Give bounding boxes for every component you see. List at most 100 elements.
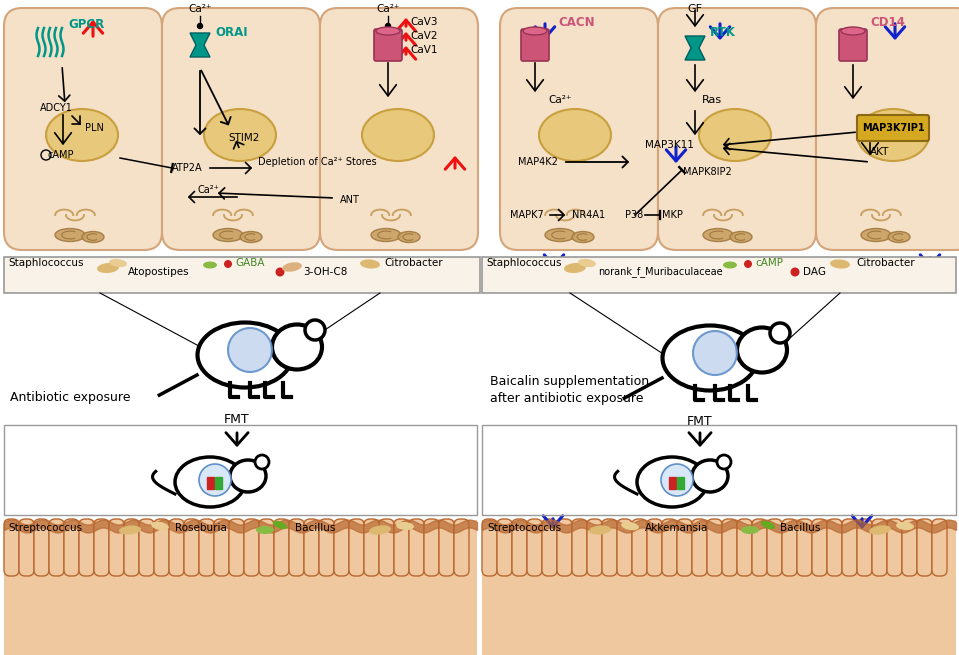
Ellipse shape [723,261,737,269]
FancyBboxPatch shape [79,519,94,576]
FancyBboxPatch shape [887,519,902,576]
FancyBboxPatch shape [902,519,917,576]
Ellipse shape [362,109,434,161]
Text: Bacillus: Bacillus [295,523,336,533]
FancyBboxPatch shape [229,519,244,576]
Ellipse shape [175,457,245,507]
FancyBboxPatch shape [557,519,572,576]
Text: Citrobacter: Citrobacter [856,258,915,268]
FancyBboxPatch shape [154,519,169,576]
FancyBboxPatch shape [816,8,959,250]
Ellipse shape [701,347,713,353]
FancyBboxPatch shape [677,519,692,576]
Text: PLN: PLN [85,123,104,133]
FancyBboxPatch shape [334,519,349,576]
Text: ATP2A: ATP2A [172,163,202,173]
Ellipse shape [770,323,790,343]
Ellipse shape [203,261,217,269]
Circle shape [386,24,390,29]
Ellipse shape [841,27,865,35]
Circle shape [693,331,737,375]
Ellipse shape [255,455,269,469]
Text: Ca²⁺: Ca²⁺ [197,185,219,195]
FancyBboxPatch shape [319,519,334,576]
Text: Atopostipes: Atopostipes [128,267,190,277]
FancyBboxPatch shape [214,519,229,576]
FancyBboxPatch shape [572,519,587,576]
FancyBboxPatch shape [94,519,109,576]
Ellipse shape [760,521,775,529]
FancyBboxPatch shape [839,29,867,61]
FancyBboxPatch shape [842,519,857,576]
Ellipse shape [305,320,325,340]
FancyBboxPatch shape [932,519,947,576]
Text: RTK: RTK [710,26,736,39]
Bar [207,477,214,489]
Polygon shape [190,33,210,57]
Ellipse shape [369,525,391,534]
FancyBboxPatch shape [857,115,929,141]
Text: cAMP: cAMP [48,150,75,160]
FancyBboxPatch shape [34,519,49,576]
Text: DAG: DAG [803,267,826,277]
Ellipse shape [230,460,266,492]
Circle shape [790,267,800,276]
Bar [669,477,676,489]
FancyBboxPatch shape [409,519,424,576]
FancyBboxPatch shape [124,519,139,576]
Ellipse shape [741,526,759,534]
Text: Baicalin supplementation
after antibiotic exposure: Baicalin supplementation after antibioti… [490,375,649,405]
FancyBboxPatch shape [199,519,214,576]
FancyBboxPatch shape [289,519,304,576]
FancyBboxPatch shape [872,519,887,576]
Text: Citrobacter: Citrobacter [384,258,443,268]
Text: Bacillus: Bacillus [780,523,820,533]
FancyBboxPatch shape [632,519,647,576]
Ellipse shape [539,109,611,161]
FancyBboxPatch shape [109,519,124,576]
Text: CD14: CD14 [870,16,905,29]
Ellipse shape [692,460,728,492]
FancyBboxPatch shape [64,519,79,576]
FancyBboxPatch shape [827,519,842,576]
Ellipse shape [253,337,263,346]
Ellipse shape [621,522,639,531]
Bar [482,257,956,293]
Ellipse shape [857,109,929,161]
Ellipse shape [256,526,274,534]
Ellipse shape [737,328,787,373]
Text: Ca²⁺: Ca²⁺ [548,95,572,105]
Ellipse shape [360,259,380,269]
Ellipse shape [204,109,276,161]
Bar [482,520,956,655]
Circle shape [744,260,752,268]
FancyBboxPatch shape [364,519,379,576]
Ellipse shape [398,231,420,242]
Text: Ras: Ras [702,95,722,105]
FancyBboxPatch shape [542,519,557,576]
Ellipse shape [249,351,261,357]
Text: GPCR: GPCR [68,18,105,31]
Text: MKP: MKP [662,210,683,220]
FancyBboxPatch shape [497,519,512,576]
Ellipse shape [272,324,322,369]
FancyBboxPatch shape [812,519,827,576]
FancyBboxPatch shape [482,519,497,576]
Circle shape [198,24,202,29]
FancyBboxPatch shape [617,519,632,576]
FancyBboxPatch shape [767,519,782,576]
Ellipse shape [152,522,169,531]
FancyBboxPatch shape [379,519,394,576]
Ellipse shape [241,358,253,363]
Text: ORAI: ORAI [215,26,247,39]
FancyBboxPatch shape [349,519,364,576]
Text: MAP3K7IP1: MAP3K7IP1 [862,123,924,133]
Ellipse shape [663,326,758,390]
Ellipse shape [714,354,726,360]
Text: P38: P38 [625,210,643,220]
Ellipse shape [240,231,262,242]
Ellipse shape [82,231,104,242]
FancyBboxPatch shape [184,519,199,576]
Text: Akkemansia: Akkemansia [645,523,709,533]
Bar [4,257,480,293]
